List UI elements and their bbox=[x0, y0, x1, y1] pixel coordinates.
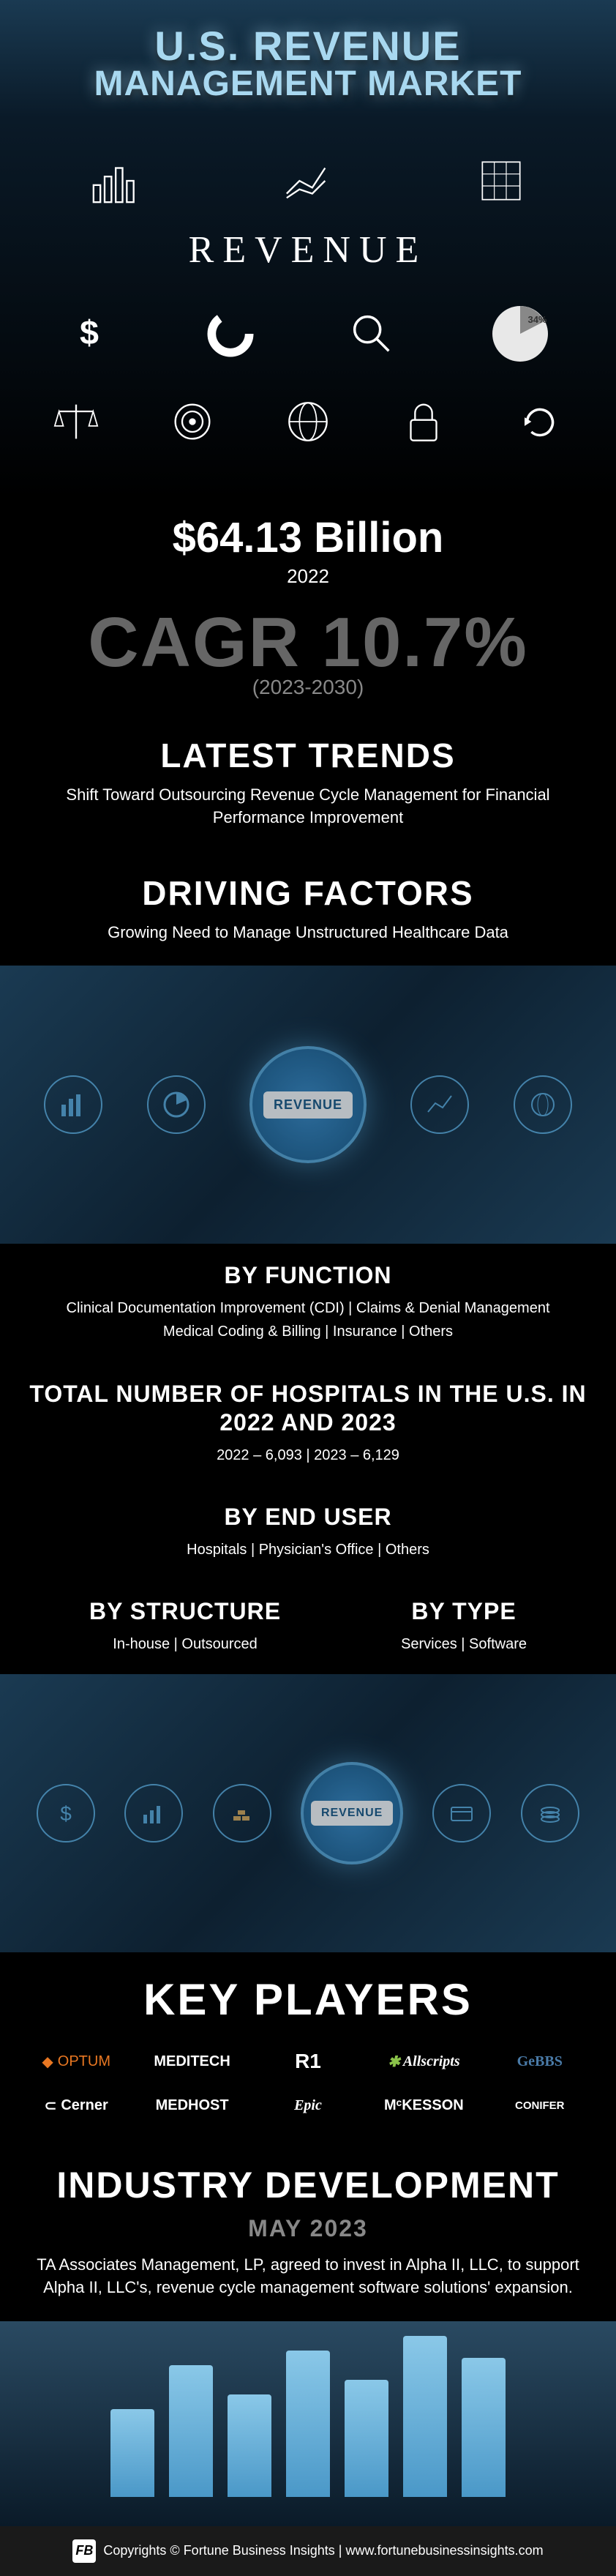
infographic-container: U.S. REVENUE MANAGEMENT MARKET REVENUE $ bbox=[0, 0, 616, 2576]
bar-chart-photo bbox=[0, 2321, 616, 2526]
by-function-title: BY FUNCTION bbox=[22, 1262, 594, 1289]
by-structure-col: BY STRUCTURE In-house | Outsourced bbox=[89, 1598, 281, 1656]
by-function-section: BY FUNCTION Clinical Documentation Impro… bbox=[0, 1244, 616, 1362]
overlay-globe-icon bbox=[514, 1075, 572, 1134]
revenue-label: REVENUE bbox=[29, 228, 587, 272]
hospitals-text: 2022 – 6,093 | 2023 – 6,129 bbox=[22, 1444, 594, 1467]
footer-logo: FB bbox=[72, 2539, 96, 2563]
hospitals-title: TOTAL NUMBER OF HOSPITALS IN THE U.S. IN… bbox=[22, 1380, 594, 1436]
player-logo: MEDHOST bbox=[141, 2091, 244, 2120]
player-logo: CONIFER bbox=[489, 2091, 591, 2120]
svg-text:$: $ bbox=[80, 313, 99, 351]
player-logo: ⊂Cerner bbox=[25, 2091, 127, 2120]
revenue-badge-text: REVENUE bbox=[263, 1091, 353, 1119]
by-end-user-section: BY END USER Hospitals | Physician's Offi… bbox=[0, 1485, 616, 1580]
bar bbox=[228, 2394, 271, 2497]
overlay-bars-icon bbox=[44, 1075, 102, 1134]
globe-icon bbox=[282, 396, 334, 447]
industry-dev-date: MAY 2023 bbox=[29, 2215, 587, 2242]
player-logo: MᶜKESSON bbox=[372, 2091, 475, 2120]
bar bbox=[169, 2365, 213, 2497]
revenue-badge: REVENUE bbox=[249, 1046, 367, 1163]
by-type-title: BY TYPE bbox=[401, 1598, 527, 1625]
industry-dev-section: INDUSTRY DEVELOPMENT MAY 2023 TA Associa… bbox=[0, 2142, 616, 2321]
player-logo: R1 bbox=[257, 2047, 359, 2076]
driving-title: DRIVING FACTORS bbox=[29, 873, 587, 913]
bar bbox=[345, 2380, 388, 2497]
bar bbox=[110, 2409, 154, 2497]
key-players-title: KEY PLAYERS bbox=[15, 1974, 601, 2025]
footer: FB Copyrights © Fortune Business Insight… bbox=[0, 2526, 616, 2576]
player-logo: MEDITECH bbox=[141, 2047, 244, 2076]
overlay-chart2-icon bbox=[124, 1784, 183, 1843]
title-line-2: MANAGEMENT MARKET bbox=[15, 64, 601, 104]
scales-icon bbox=[50, 396, 102, 447]
overlay-coin-icon bbox=[521, 1784, 579, 1843]
by-function-line2: Medical Coding & Billing | Insurance | O… bbox=[22, 1320, 594, 1343]
player-logo: ◆OPTUM bbox=[25, 2047, 127, 2076]
revenue-badge-2: REVENUE bbox=[301, 1762, 403, 1864]
target-icon bbox=[167, 396, 218, 447]
meeting-photo-section: REVENUE bbox=[0, 966, 616, 1244]
industry-dev-text: TA Associates Management, LP, agreed to … bbox=[29, 2254, 587, 2299]
by-structure-title: BY STRUCTURE bbox=[89, 1598, 281, 1625]
market-year: 2022 bbox=[15, 565, 601, 588]
pie-percent: 34% bbox=[527, 314, 546, 325]
overlay-gold-icon bbox=[213, 1784, 271, 1843]
header: U.S. REVENUE MANAGEMENT MARKET bbox=[0, 0, 616, 119]
stats-section: $64.13 Billion 2022 CAGR 10.7% (2023-203… bbox=[0, 499, 616, 714]
overlay-card-icon bbox=[432, 1784, 491, 1843]
refresh-icon bbox=[514, 396, 566, 447]
by-type-text: Services | Software bbox=[401, 1632, 527, 1656]
trends-title: LATEST TRENDS bbox=[29, 736, 587, 775]
by-function-line1: Clinical Documentation Improvement (CDI)… bbox=[22, 1296, 594, 1320]
title-line-1: U.S. REVENUE bbox=[15, 22, 601, 70]
hospitals-section: TOTAL NUMBER OF HOSPITALS IN THE U.S. IN… bbox=[0, 1362, 616, 1485]
by-end-user-title: BY END USER bbox=[22, 1504, 594, 1531]
player-logo: ✱Allscripts bbox=[372, 2047, 475, 2076]
structure-type-row: BY STRUCTURE In-house | Outsourced BY TY… bbox=[0, 1580, 616, 1674]
hero-icon-row-mid: $ 34% bbox=[29, 294, 587, 374]
bar-chart-icon bbox=[89, 155, 140, 206]
hero-icon-row-top bbox=[29, 148, 587, 214]
line-chart-icon bbox=[282, 155, 334, 206]
overlay-line-icon bbox=[410, 1075, 469, 1134]
bar bbox=[286, 2351, 330, 2497]
bar bbox=[403, 2336, 447, 2497]
grid-icon bbox=[476, 155, 527, 206]
pie-chart-icon: 34% bbox=[487, 301, 553, 367]
players-grid: ◆OPTUM MEDITECH R1 ✱Allscripts GeBBS ⊂Ce… bbox=[15, 2047, 601, 2120]
hero-icon-row-bottom bbox=[29, 389, 587, 455]
by-structure-text: In-house | Outsourced bbox=[89, 1632, 281, 1656]
svg-text:$: $ bbox=[60, 1802, 72, 1825]
overlay-dollar-icon: $ bbox=[37, 1784, 95, 1843]
dollar-icon: $ bbox=[64, 308, 115, 359]
footer-text: Copyrights © Fortune Business Insights |… bbox=[103, 2543, 543, 2558]
by-end-user-text: Hospitals | Physician's Office | Others bbox=[22, 1538, 594, 1561]
revenue-badge-2-text: REVENUE bbox=[311, 1801, 393, 1826]
magnifier-icon bbox=[346, 308, 397, 359]
lock-icon bbox=[398, 396, 449, 447]
industry-dev-title: INDUSTRY DEVELOPMENT bbox=[29, 2164, 587, 2206]
player-logo: GeBBS bbox=[489, 2047, 591, 2076]
trends-text: Shift Toward Outsourcing Revenue Cycle M… bbox=[29, 784, 587, 829]
driving-text: Growing Need to Manage Unstructured Heal… bbox=[29, 922, 587, 944]
bar bbox=[462, 2358, 506, 2497]
tablet-photo-section: $ REVENUE bbox=[0, 1674, 616, 1952]
hero-section: REVENUE $ 34% bbox=[0, 119, 616, 499]
cagr-value: CAGR 10.7% bbox=[15, 602, 601, 683]
driving-section: DRIVING FACTORS Growing Need to Manage U… bbox=[0, 851, 616, 966]
overlay-pie-icon bbox=[147, 1075, 206, 1134]
donut-chart-icon bbox=[205, 308, 256, 359]
market-value: $64.13 Billion bbox=[15, 513, 601, 562]
player-logo: Epic bbox=[257, 2091, 359, 2120]
trends-section: LATEST TRENDS Shift Toward Outsourcing R… bbox=[0, 714, 616, 851]
key-players-section: KEY PLAYERS ◆OPTUM MEDITECH R1 ✱Allscrip… bbox=[0, 1952, 616, 2142]
by-type-col: BY TYPE Services | Software bbox=[401, 1598, 527, 1656]
